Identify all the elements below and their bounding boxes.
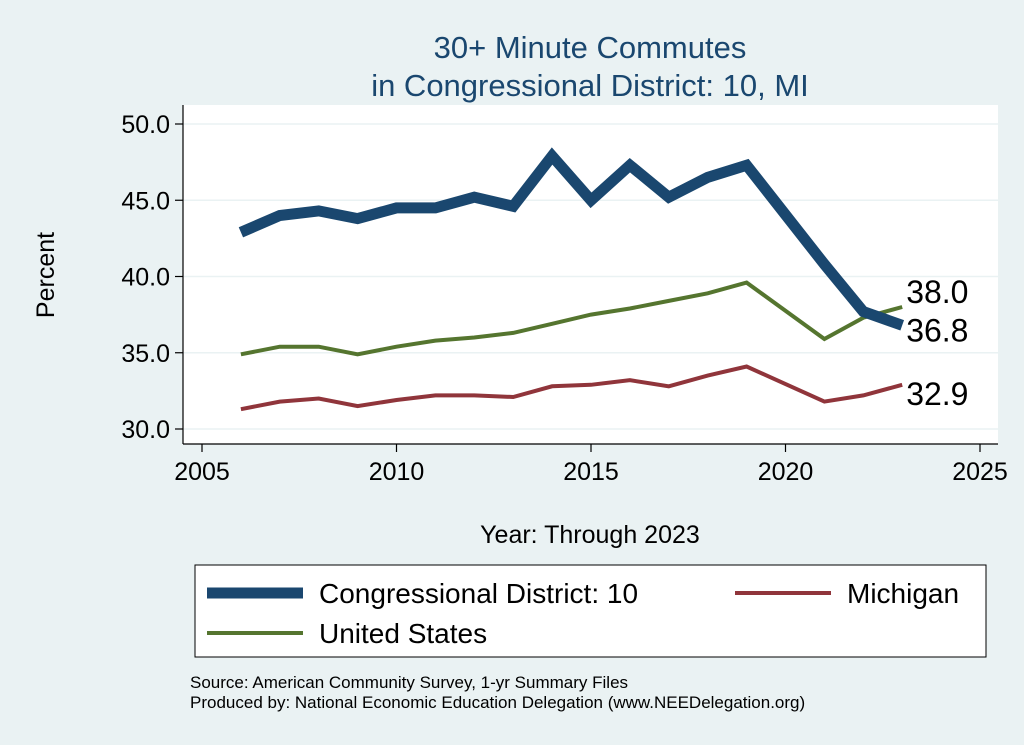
y-tick-label: 30.0	[121, 416, 170, 444]
x-tick-label: 2005	[174, 458, 230, 486]
x-axis-ticks: 2005 2010 2015 2020 2025	[174, 444, 1008, 486]
series-line-0	[238, 147, 905, 331]
y-tick-label: 35.0	[121, 340, 170, 368]
x-axis-title: Year: Through 2023	[480, 521, 700, 549]
x-tick-label: 2015	[563, 458, 619, 486]
end-label: 38.0	[906, 274, 968, 310]
series-lines	[238, 147, 905, 412]
source-note: Source: American Community Survey, 1-yr …	[190, 673, 628, 692]
legend: Congressional District: 10 Michigan United…	[207, 578, 959, 649]
end-label: 36.8	[906, 312, 968, 348]
y-tick-label: 40.0	[121, 264, 170, 292]
legend-box	[194, 564, 987, 658]
legend-label: United States	[319, 618, 487, 649]
x-tick-label: 2020	[758, 458, 814, 486]
producer-note: Produced by: National Economic Education…	[190, 693, 805, 712]
legend-label: Congressional District: 10	[319, 578, 638, 609]
y-axis-ticks: 30.0 35.0 40.0 45.0 50.0	[121, 111, 183, 444]
x-tick-label: 2010	[369, 458, 425, 486]
y-axis-title: Percent	[32, 232, 60, 318]
chart-title-line-2: in Congressional District: 10, MI	[371, 68, 809, 103]
chart-title-line-1: 30+ Minute Commutes	[434, 30, 747, 65]
plot-area	[183, 105, 998, 444]
legend-label: Michigan	[847, 578, 959, 609]
end-label: 32.9	[906, 376, 968, 412]
series-line-1	[240, 364, 903, 412]
end-labels: 36.8 32.9 38.0	[906, 274, 968, 412]
series-line-2	[240, 280, 903, 357]
y-tick-label: 45.0	[121, 187, 170, 215]
y-tick-label: 50.0	[121, 111, 170, 139]
x-tick-label: 2025	[952, 458, 1008, 486]
